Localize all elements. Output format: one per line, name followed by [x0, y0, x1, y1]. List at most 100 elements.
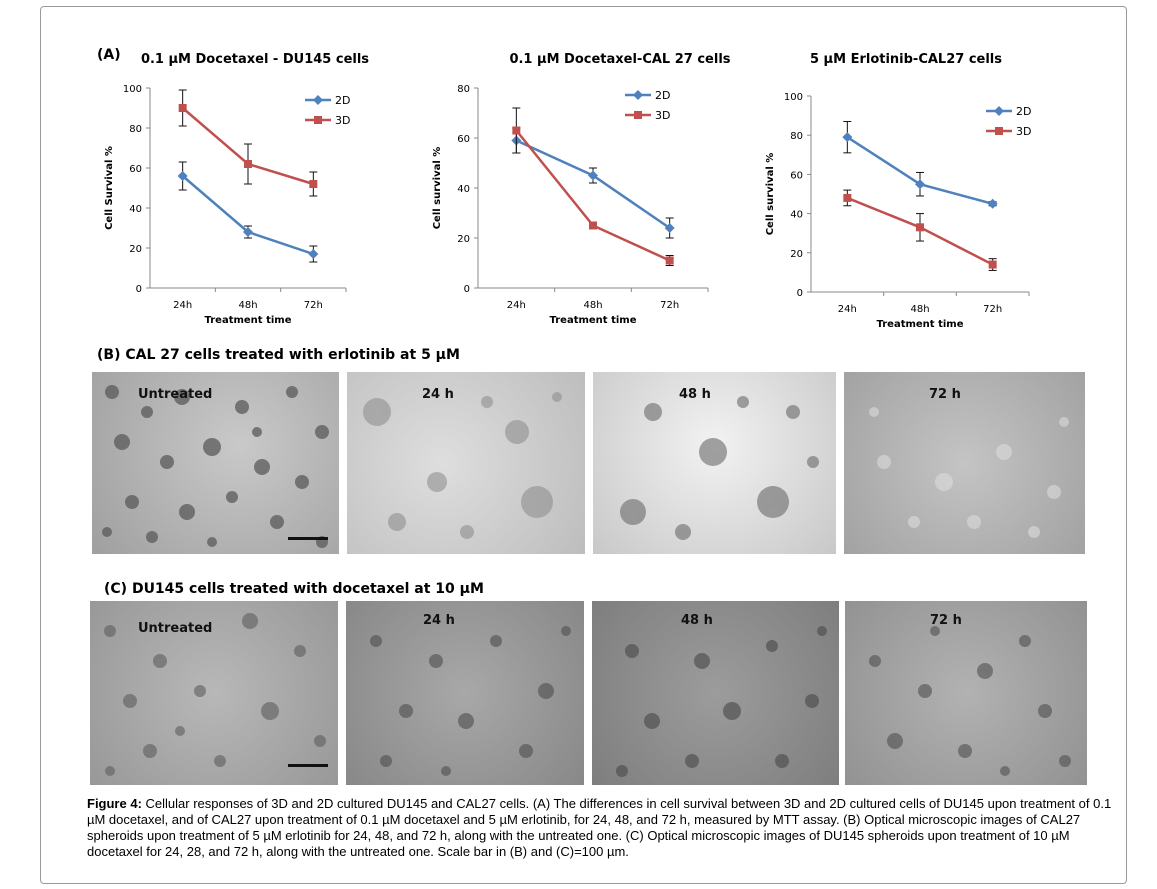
- data-point-2D: [308, 249, 319, 259]
- data-point-3D: [309, 180, 318, 188]
- x-axis-label: Treatment time: [550, 315, 637, 326]
- y-tick-label: 60: [790, 170, 803, 181]
- spheroid-pattern: [370, 626, 571, 776]
- legend-label-2D: 2D: [1016, 105, 1031, 118]
- x-axis-label: Treatment time: [877, 319, 964, 330]
- y-axis-label: Cell survival %: [765, 153, 776, 236]
- data-point-2D: [177, 171, 188, 181]
- y-tick-label: 80: [457, 84, 470, 95]
- legend-marker-2D: [633, 90, 643, 100]
- series-line-2D: [515, 139, 671, 230]
- photo-c-untreated-label: Untreated: [138, 621, 213, 636]
- legend-marker-3D: [314, 116, 322, 124]
- chart-title: 0.1 µM Docetaxel-CAL 27 cells: [509, 52, 730, 67]
- spheroid-pattern: [869, 407, 1069, 538]
- legend-marker-3D: [634, 111, 642, 119]
- x-tick-label: 48h: [910, 304, 929, 315]
- x-tick-label: 48h: [238, 300, 257, 311]
- chart-docetaxel-du145: 0.1 µM Docetaxel - DU145 cells 0 20 40 60 80 1…: [104, 52, 369, 326]
- legend-marker-2D: [994, 106, 1004, 116]
- photo-c-48h: 48 h: [592, 601, 839, 785]
- photo-b-72h-label: 72 h: [929, 387, 961, 402]
- photo-b-24h: 24 h: [347, 372, 585, 554]
- x-tick-label: 72h: [983, 304, 1002, 315]
- x-tick-label: 48h: [583, 300, 602, 311]
- photo-b-48h-label: 48 h: [679, 387, 711, 402]
- section-a-label: (A): [97, 47, 121, 63]
- y-tick-label: 0: [797, 288, 803, 299]
- legend-label-2D: 2D: [335, 94, 350, 107]
- chart-title: 5 µM Erlotinib-CAL27 cells: [810, 52, 1002, 67]
- data-point-3D: [512, 126, 521, 135]
- legend-label-3D: 3D: [335, 114, 350, 127]
- x-tick-label: 24h: [173, 300, 192, 311]
- data-point-2D: [842, 132, 853, 143]
- photo-b-72h: 72 h: [844, 372, 1085, 554]
- data-point-3D: [916, 223, 924, 232]
- x-axis-label: Treatment time: [205, 315, 292, 326]
- spheroid-pattern: [102, 385, 329, 548]
- caption-label: Figure 4:: [87, 796, 142, 811]
- x-tick-label: 72h: [304, 300, 323, 311]
- scale-bar: [288, 764, 328, 767]
- photo-b-24h-label: 24 h: [422, 387, 454, 402]
- series-line-2D: [181, 175, 314, 256]
- y-tick-label: 60: [129, 164, 142, 175]
- x-tick-label: 72h: [660, 300, 679, 311]
- data-point-3D: [178, 104, 187, 112]
- photo-c-24h-label: 24 h: [423, 613, 455, 628]
- figure-caption: Figure 4: Cellular responses of 3D and 2…: [87, 796, 1119, 860]
- section-c-label: (C) DU145 cells treated with docetaxel a…: [104, 581, 484, 597]
- y-tick-label: 20: [129, 244, 142, 255]
- scale-bar: [288, 537, 328, 540]
- y-tick-label: 80: [790, 131, 803, 142]
- legend-label-2D: 2D: [655, 89, 670, 102]
- spheroid-pattern: [620, 396, 819, 540]
- y-tick-label: 60: [457, 134, 470, 145]
- y-axis-label: Cell Survival %: [104, 146, 115, 230]
- data-point-3D: [589, 221, 597, 230]
- y-tick-label: 20: [790, 249, 803, 260]
- spheroid-pattern: [363, 392, 562, 539]
- data-point-2D: [664, 223, 675, 233]
- y-tick-label: 100: [784, 92, 803, 103]
- x-tick-label: 24h: [507, 300, 526, 311]
- legend-label-3D: 3D: [655, 109, 670, 122]
- data-point-2D: [588, 170, 598, 181]
- data-point-3D: [843, 193, 852, 202]
- chart-erlotinib-cal27: 5 µM Erlotinib-CAL27 cells 0 20 40 60 80 100 24…: [765, 52, 1031, 330]
- spheroid-pattern: [869, 626, 1071, 776]
- data-point-3D: [665, 256, 674, 265]
- data-point-3D: [244, 160, 252, 168]
- y-tick-label: 0: [464, 284, 470, 295]
- y-tick-label: 40: [457, 184, 470, 195]
- data-point-2D: [243, 227, 253, 237]
- photo-b-untreated-label: Untreated: [138, 387, 213, 402]
- caption-text: Cellular responses of 3D and 2D cultured…: [87, 796, 1112, 859]
- photo-c-48h-label: 48 h: [681, 613, 713, 628]
- spheroid-pattern: [104, 613, 326, 776]
- photo-c-72h: 72 h: [845, 601, 1087, 785]
- chart-docetaxel-cal27: 0.1 µM Docetaxel-CAL 27 cells 0 20 40 60 80 24…: [432, 52, 731, 326]
- data-point-3D: [988, 260, 997, 269]
- legend-label-3D: 3D: [1016, 125, 1031, 138]
- y-tick-label: 40: [129, 204, 142, 215]
- y-tick-label: 40: [790, 210, 803, 221]
- data-point-2D: [915, 179, 925, 190]
- x-tick-label: 24h: [838, 304, 857, 315]
- chart-title: 0.1 µM Docetaxel - DU145 cells: [141, 52, 369, 67]
- section-b-label: (B) CAL 27 cells treated with erlotinib …: [97, 347, 460, 363]
- photo-c-untreated: Untreated: [90, 601, 338, 785]
- y-axis-label: Cell survival %: [432, 147, 443, 230]
- photo-b-untreated: Untreated: [92, 372, 339, 554]
- photo-b-48h: 48 h: [593, 372, 836, 554]
- legend-marker-3D: [995, 127, 1003, 135]
- y-tick-label: 80: [129, 124, 142, 135]
- data-point-2D: [987, 198, 998, 209]
- y-tick-label: 100: [123, 84, 142, 95]
- spheroid-pattern: [616, 626, 827, 777]
- y-tick-label: 0: [136, 284, 142, 295]
- photo-c-24h: 24 h: [346, 601, 584, 785]
- photo-c-72h-label: 72 h: [930, 613, 962, 628]
- y-tick-label: 20: [457, 234, 470, 245]
